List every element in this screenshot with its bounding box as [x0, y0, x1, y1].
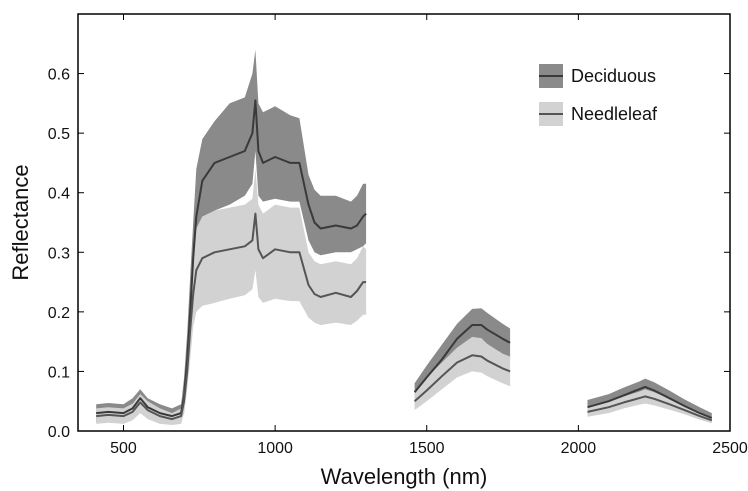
deciduous-mean-line-1	[96, 99, 367, 418]
legend-item-deciduous: Deciduous	[539, 64, 656, 88]
lines-layer	[96, 99, 713, 422]
x-tick-label: 2000	[561, 440, 597, 457]
legend-label-needleleaf: Needleleaf	[571, 104, 658, 124]
y-axis-title: Reflectance	[8, 164, 33, 280]
needleleaf-band-1	[96, 168, 367, 425]
deciduous-mean-line-2	[413, 324, 511, 393]
y-tick-label: 0.3	[48, 245, 70, 262]
y-tick-label: 0.1	[48, 364, 70, 381]
needleleaf-mean-line-1	[96, 212, 367, 421]
needleleaf-mean-line-2	[413, 354, 511, 402]
x-tick-label: 1000	[257, 440, 293, 457]
x-axis-title: Wavelength (nm)	[321, 464, 488, 489]
needleleaf-mean-line-3	[587, 395, 713, 422]
y-tick-label: 0.0	[48, 424, 70, 441]
legend: Deciduous Needleleaf	[539, 64, 658, 126]
deciduous-band-2	[414, 308, 511, 400]
x-axis: 500 1000 1500 2000 2500	[110, 14, 748, 457]
deciduous-mean-line-3	[587, 385, 713, 419]
legend-item-needleleaf: Needleleaf	[539, 102, 658, 126]
deciduous-band-1	[96, 49, 367, 424]
plot-frame	[77, 13, 731, 432]
y-tick-label: 0.4	[48, 186, 70, 203]
legend-label-deciduous: Deciduous	[571, 66, 656, 86]
needleleaf-band-2	[414, 336, 511, 411]
x-tick-label: 1500	[409, 440, 445, 457]
y-tick-label: 0.5	[48, 126, 70, 143]
y-tick-label: 0.2	[48, 305, 70, 322]
y-axis: 0.0 0.1 0.2 0.3 0.4 0.5 0.6	[48, 67, 730, 441]
x-tick-label: 2500	[712, 440, 748, 457]
y-tick-label: 0.6	[48, 67, 70, 84]
x-tick-label: 500	[110, 440, 137, 457]
